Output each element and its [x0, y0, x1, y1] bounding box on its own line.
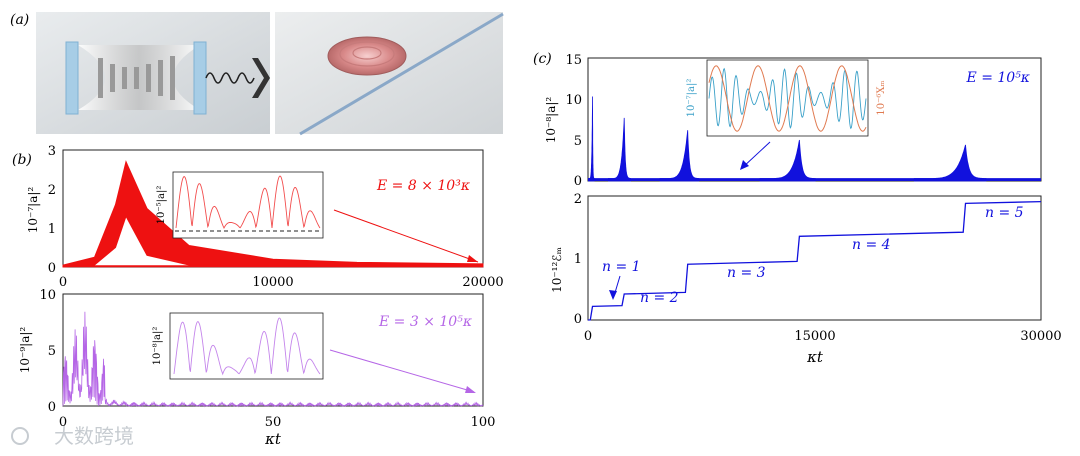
- c-top-arrow-line: [741, 141, 771, 169]
- b-bottom-xtick-1: 50: [265, 415, 282, 430]
- c-bottom-frame: [587, 195, 1042, 321]
- b-top-inset-ylabel: 10⁻⁵|a|²: [156, 186, 167, 225]
- b-bottom-ytick-2: 10: [39, 288, 56, 303]
- chart-b-bottom: 0 5 10 0 50 100 κt 10⁻⁹|a|² E = 3 × 10⁵κ…: [18, 288, 495, 448]
- c-top-peak-5: [913, 144, 987, 182]
- b-top-ytick-3: 3: [48, 144, 56, 159]
- b-bottom-arrow-line: [329, 349, 475, 393]
- b-top-xtick-0: 0: [59, 275, 67, 290]
- watermark-text: 大数跨境: [54, 424, 134, 448]
- b-bottom-inset-frame: [169, 312, 324, 380]
- b-bottom-inset-trace: [173, 317, 321, 376]
- c-bottom-xtick-1: 15000: [794, 329, 835, 344]
- panel-label-a: (a): [10, 12, 29, 28]
- c-bottom-ytick-0: 0: [574, 312, 582, 327]
- b-bottom-xtick-0: 0: [59, 415, 67, 430]
- c-bottom-ytick-1: 1: [574, 252, 582, 267]
- b-bottom-ytick-1: 5: [48, 344, 56, 359]
- c-bottom-xlabel: κt: [806, 348, 824, 366]
- b-bottom-inset-ylabel: 10⁻⁸|a|²: [152, 327, 163, 366]
- c-top-peak-4: [759, 139, 816, 182]
- c-top-annotation: E = 10⁵κ: [966, 70, 1030, 86]
- c-bottom-xtick-2: 30000: [1020, 329, 1061, 344]
- b-bottom-xtick-2: 100: [471, 415, 496, 430]
- c-bottom-step-label-5: n = 5: [985, 205, 1024, 221]
- c-bottom-energy-staircase: [587, 200, 1042, 321]
- c-top-inset-right-label: 10⁻⁶Xₘ: [876, 80, 887, 115]
- c-top-arrow-head: [740, 160, 749, 170]
- c-top-peak-1: [588, 96, 595, 182]
- b-top-xtick-1: 10000: [252, 275, 293, 290]
- cavity-mode-stripes: [98, 56, 175, 100]
- b-top-inset-frame: [172, 171, 324, 239]
- c-top-ylabel: 10⁻⁸|a|²: [544, 97, 558, 144]
- c-bottom-arrow-head: [609, 290, 617, 300]
- b-top-ytick-2: 2: [48, 183, 56, 198]
- b-top-ylabel: 10⁻⁷|a|²: [26, 187, 40, 234]
- c-top-inset-intensity-trace: [708, 67, 867, 130]
- b-top-ytick-0: 0: [48, 261, 56, 276]
- c-bottom-ytick-2: 2: [574, 192, 582, 207]
- c-bottom-step-label-4: n = 4: [852, 237, 891, 253]
- b-bottom-annotation: E = 3 × 10⁵κ: [378, 314, 472, 330]
- c-top-inset-left-label: 10⁻⁷|a|²: [686, 79, 697, 118]
- c-bottom-ylabel: 10⁻¹²ℰₘ: [550, 247, 564, 293]
- c-top-inset-displacement-trace: [708, 65, 867, 132]
- c-bottom-xtick-0: 0: [584, 329, 592, 344]
- b-bottom-ytick-0: 0: [48, 400, 56, 415]
- c-bottom-step-label-2: n = 2: [640, 290, 679, 306]
- b-bottom-arrow-head: [465, 386, 476, 393]
- watermark-logo-icon: [11, 427, 29, 445]
- b-bottom-ylabel: 10⁻⁹|a|²: [18, 327, 32, 374]
- right-mirror: [193, 41, 207, 115]
- b-top-ytick-1: 1: [48, 222, 56, 237]
- chart-b-top: 0 1 2 3 0 10000 20000 10⁻⁷|a|² E = 8 × 1…: [26, 144, 504, 290]
- c-bottom-step-label-1: n = 1: [602, 259, 641, 275]
- b-top-annotation: E = 8 × 10³κ: [376, 178, 470, 194]
- chart-c-bottom: 0 1 2 0 15000 30000 κt 10⁻¹²ℰₘ n = 1 n =…: [550, 192, 1062, 366]
- watermark: 大数跨境: [11, 424, 134, 448]
- c-top-peak-2: [607, 117, 632, 182]
- b-top-xtick-2: 20000: [462, 275, 503, 290]
- photo-disk-resonator: [275, 12, 504, 136]
- c-top-ytick-3: 15: [565, 53, 582, 68]
- left-mirror: [65, 41, 79, 115]
- b-bottom-series-trace: [62, 311, 484, 408]
- chart-c-top: 0 5 10 15 10⁻⁸|a|² E = 10⁵κ 10⁻⁷|a|² 10⁻…: [544, 53, 1042, 189]
- photo-cavity-illustration: [36, 12, 270, 134]
- b-bottom-xlabel: κt: [264, 430, 282, 448]
- b-top-arrow-head: [467, 255, 478, 262]
- c-top-peak-3: [659, 130, 700, 182]
- panel-label-b: (b): [12, 152, 32, 168]
- panel-label-c: (c): [533, 51, 552, 67]
- spring: [205, 72, 255, 84]
- c-top-ytick-1: 5: [574, 134, 582, 149]
- c-top-ytick-2: 10: [565, 93, 582, 108]
- c-bottom-step-label-3: n = 3: [727, 265, 766, 281]
- b-top-inset-trace: [175, 175, 321, 230]
- c-top-ytick-0: 0: [574, 174, 582, 189]
- b-top-arrow-line: [333, 209, 479, 263]
- wall-bracket: [252, 58, 270, 98]
